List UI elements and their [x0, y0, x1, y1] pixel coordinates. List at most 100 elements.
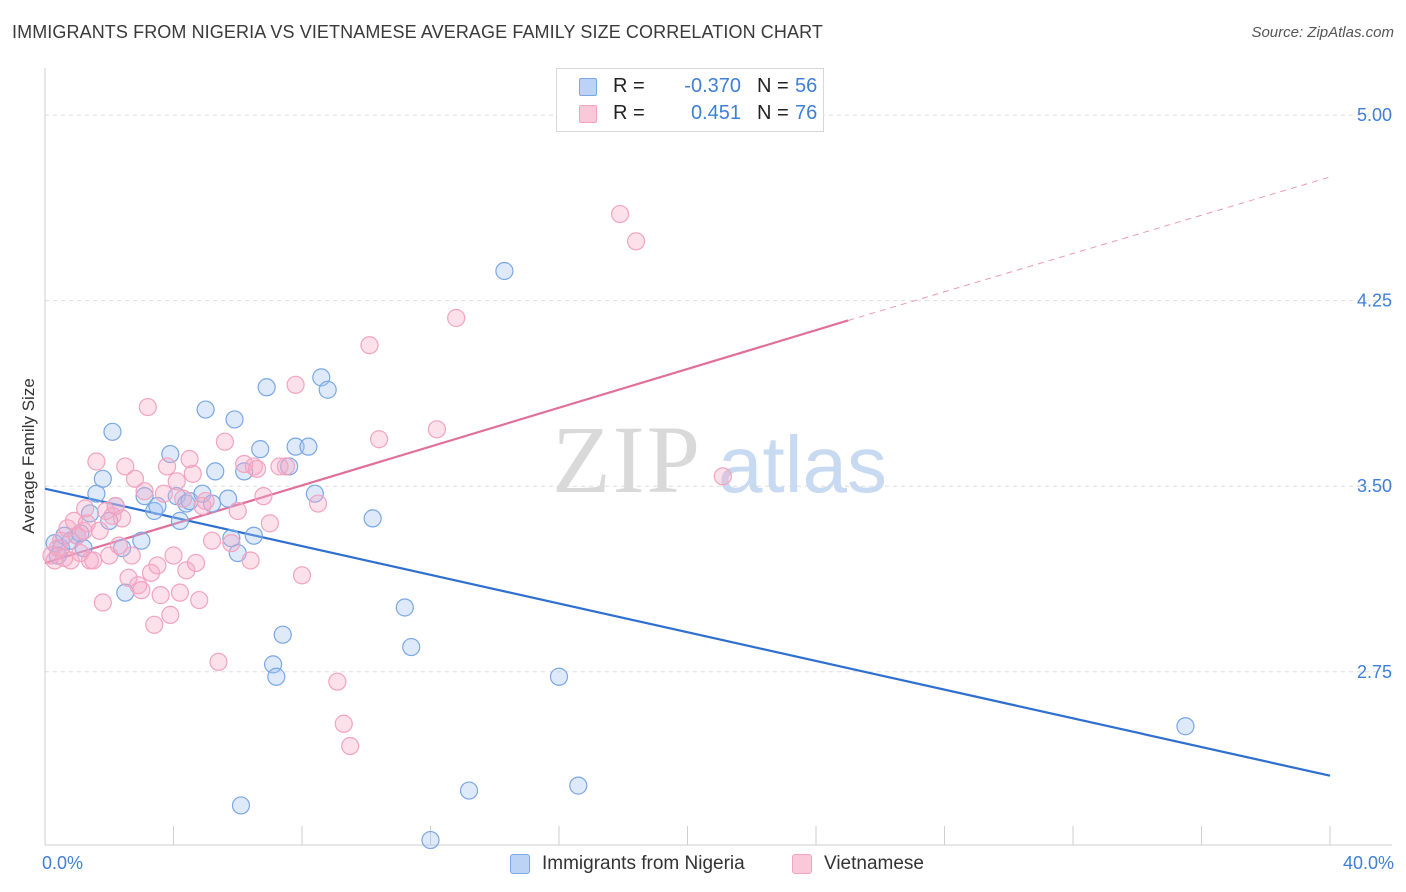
point-vietnamese — [215, 432, 234, 451]
point-nigeria — [459, 781, 479, 800]
point-vietnamese — [84, 551, 103, 570]
r-value: -0.370 — [684, 75, 741, 97]
point-vietnamese — [164, 546, 183, 565]
point-vietnamese — [93, 593, 112, 612]
point-vietnamese — [270, 457, 289, 476]
point-vietnamese — [190, 590, 209, 610]
r-label: R = — [613, 102, 645, 124]
point-vietnamese — [222, 534, 241, 553]
point-nigeria — [244, 526, 263, 545]
point-vietnamese — [626, 232, 646, 251]
point-vietnamese — [427, 420, 447, 439]
trend-line-extension — [847, 176, 1331, 321]
point-vietnamese — [286, 375, 305, 394]
point-vietnamese — [151, 586, 170, 605]
source-label: Source: ZipAtlas.com — [1251, 24, 1394, 41]
point-vietnamese — [87, 452, 106, 471]
n-label: N = — [757, 75, 789, 97]
point-vietnamese — [138, 397, 157, 417]
point-nigeria — [257, 378, 276, 397]
trend-line — [44, 487, 1331, 777]
watermark-zip: ZIP — [552, 406, 702, 513]
point-vietnamese — [157, 457, 177, 476]
point-vietnamese — [196, 491, 215, 511]
point-nigeria — [395, 598, 414, 617]
point-vietnamese — [148, 556, 167, 575]
point-vietnamese — [228, 501, 247, 521]
point-nigeria — [231, 796, 251, 815]
point-vietnamese — [341, 736, 360, 756]
point-vietnamese — [610, 204, 630, 224]
point-nigeria — [549, 667, 569, 686]
point-vietnamese — [116, 457, 135, 476]
point-vietnamese — [209, 652, 228, 672]
legend-swatch-vietnamese — [579, 105, 597, 123]
x-tick-labels: 0.0% 40.0% — [42, 853, 1394, 873]
point-vietnamese — [170, 583, 190, 602]
point-nigeria — [145, 501, 164, 521]
point-vietnamese — [370, 430, 389, 449]
point-vietnamese — [154, 484, 173, 503]
n-label: N = — [757, 102, 789, 124]
point-vietnamese — [145, 615, 164, 634]
point-nigeria — [363, 509, 382, 528]
point-vietnamese — [183, 464, 202, 483]
point-vietnamese — [334, 714, 353, 733]
point-vietnamese — [61, 551, 80, 570]
point-nigeria — [569, 776, 588, 795]
point-vietnamese — [241, 551, 260, 570]
point-vietnamese — [202, 531, 222, 550]
point-vietnamese — [129, 576, 148, 595]
point-vietnamese — [193, 496, 212, 516]
point-vietnamese — [135, 482, 154, 501]
y-axis-label: Average Family Size — [19, 378, 38, 534]
point-vietnamese — [132, 581, 151, 600]
point-vietnamese — [308, 494, 328, 513]
point-nigeria — [132, 531, 151, 550]
y-tick-label: 5.00 — [1357, 105, 1392, 125]
legend-swatch-nigeria — [510, 854, 530, 874]
point-vietnamese — [244, 457, 263, 476]
point-vietnamese — [713, 467, 732, 486]
point-nigeria — [93, 469, 112, 488]
point-nigeria — [135, 487, 154, 506]
point-vietnamese — [161, 605, 180, 625]
grid — [45, 114, 1392, 673]
trend-lines — [44, 176, 1331, 777]
point-nigeria — [286, 437, 305, 456]
axes — [44, 68, 1392, 846]
y-tick-label: 3.50 — [1357, 476, 1392, 496]
r-value: 0.451 — [690, 102, 741, 124]
y-tick-label: 2.75 — [1357, 662, 1392, 682]
n-value: 76 — [795, 102, 818, 124]
point-vietnamese — [186, 553, 206, 573]
x-tick-label: 0.0% — [42, 853, 83, 873]
point-vietnamese — [260, 514, 279, 533]
point-nigeria — [495, 261, 514, 281]
point-vietnamese — [276, 457, 296, 476]
point-vietnamese — [254, 487, 273, 506]
point-vietnamese — [112, 509, 132, 528]
point-vietnamese — [100, 546, 119, 565]
trend-line — [44, 319, 849, 564]
point-nigeria — [318, 380, 337, 399]
point-vietnamese — [109, 536, 128, 555]
watermark: ZIP atlas — [552, 406, 887, 513]
chart-title: IMMIGRANTS FROM NIGERIA VS VIETNAMESE AV… — [12, 22, 823, 42]
r-label: R = — [613, 75, 645, 97]
point-vietnamese — [125, 469, 145, 488]
stats-legend: R = -0.370 N = 56 R = 0.451 N = 76 — [556, 68, 824, 132]
y-tick-label: 4.25 — [1357, 291, 1392, 311]
watermark-atlas: atlas — [718, 420, 887, 509]
point-vietnamese — [180, 449, 199, 469]
point-nigeria — [299, 437, 318, 456]
point-nigeria — [103, 422, 122, 441]
point-vietnamese — [447, 308, 466, 328]
legend-label-vietnamese: Vietnamese — [824, 853, 924, 874]
point-nigeria — [219, 489, 238, 508]
point-nigeria — [225, 410, 244, 429]
legend-swatch-vietnamese — [792, 854, 812, 874]
y-tick-labels: 2.75 3.50 4.25 5.00 — [1357, 105, 1392, 682]
x-tick-label: 40.0% — [1343, 853, 1394, 873]
